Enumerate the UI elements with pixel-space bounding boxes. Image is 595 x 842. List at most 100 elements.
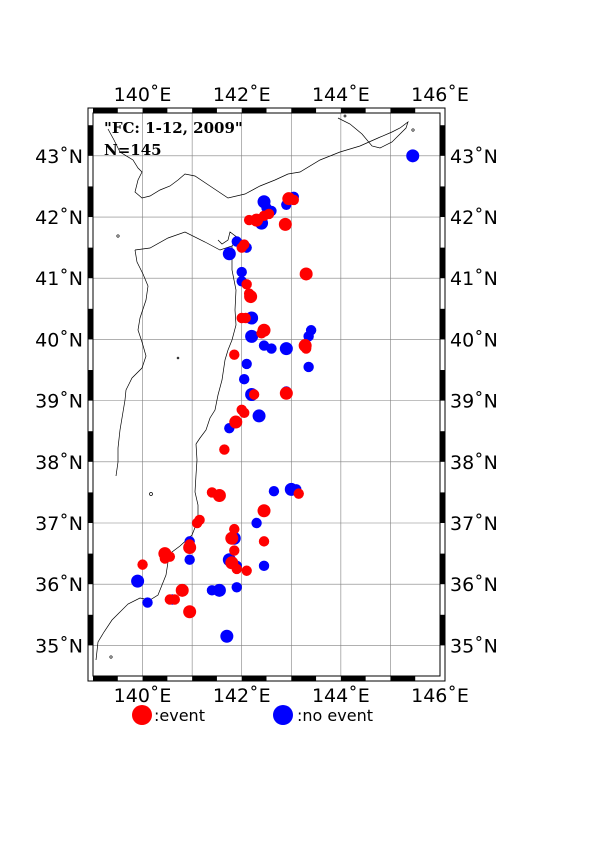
frame-band [340,676,366,681]
legend-no-event-marker [273,705,293,725]
event-point [212,488,226,502]
frame-band [440,614,445,646]
event-point [229,523,240,535]
northern-honshu-coast [134,231,239,445]
event-point [191,517,203,529]
frame-band [291,108,317,113]
frame-band [440,553,445,585]
event-point [183,605,197,619]
hokkaido-coast [107,117,409,199]
lat-tick-label-right: 37˚N [450,513,498,535]
event-point [184,539,195,550]
coastline [95,114,415,661]
lat-tick-label-right: 39˚N [450,391,498,413]
lat-tick-label-right: 41˚N [450,268,498,290]
sample-count: N=145 [104,141,162,159]
event-point [241,279,252,290]
event-point [298,339,312,353]
no-event-point [220,629,234,643]
map-title: "FC: 1-12, 2009" [104,119,243,137]
frame-band [142,108,168,113]
event-point [238,407,250,419]
frame-outer [87,107,446,682]
no-event-point [406,149,420,163]
plotted-points [131,149,420,643]
frame-band [88,125,93,156]
frame-band [440,247,445,279]
frame-band [88,186,93,218]
frame-band [440,370,445,401]
event-point [164,594,176,605]
island-tobishima [176,356,180,360]
no-event-point [279,342,293,356]
event-point [257,504,271,518]
lon-tick-label-bottom: 144˚E [312,685,370,707]
legend-event-marker [132,705,152,725]
event-point [258,536,270,547]
event-point [175,583,189,597]
lat-tick-label-right: 38˚N [450,452,498,474]
event-point [164,551,176,562]
lat-tick-label-right: 35˚N [450,635,498,657]
frame-band [192,108,217,113]
tick-labels: 140˚E 140˚E 142˚E 142˚E 144˚E 144˚E 146˚E 146˚E… [35,84,498,707]
frame-band [440,431,445,462]
lat-tick-label-right: 36˚N [450,574,498,596]
frame-band [88,370,93,401]
lon-tick-label-top: 142˚E [213,84,271,106]
event-point [229,415,243,429]
frame-band [88,308,93,340]
lon-tick-label-top: 144˚E [312,84,370,106]
no-event-point [241,358,252,370]
no-event-point [142,597,153,608]
frame-band [88,492,93,524]
frame-band [291,676,317,681]
frame-band [241,108,267,113]
no-event-point [258,560,270,572]
no-event-point [266,343,277,354]
event-point [229,349,240,360]
no-event-point [303,331,314,342]
frame-band [340,108,366,113]
island-rebun [343,114,347,118]
lat-tick-label-right: 43˚N [450,146,498,168]
frame-band [142,676,168,681]
frame-band [241,676,267,681]
lat-tick-label-left: 42˚N [35,207,83,229]
event-point [288,194,299,206]
event-point [229,545,240,556]
event-point [263,208,275,220]
legend-event-label: :event [154,706,205,725]
lat-tick-label-left: 37˚N [35,513,83,535]
event-point [238,239,250,250]
event-point [293,488,304,499]
no-event-point [231,582,242,593]
event-point [137,559,148,570]
event-point [240,312,251,324]
kanto-coast [95,443,199,661]
no-event-point [245,329,259,343]
legend-no-event-label: :no event [297,706,373,725]
map-frame [87,107,446,682]
lon-tick-label-bottom: 146˚E [411,685,469,707]
lon-tick-label-top: 146˚E [411,84,469,106]
frame-band [440,186,445,218]
frame-band [390,676,416,681]
island-sado [149,492,153,496]
island-oshima [109,655,113,659]
frame-band [93,676,118,681]
event-point [244,290,258,304]
frame-band [88,247,93,279]
lat-tick-label-right: 42˚N [450,207,498,229]
no-event-point [222,247,236,261]
event-point [299,267,313,281]
event-point [241,565,252,576]
no-event-point [238,374,250,385]
event-point [219,444,230,455]
no-event-point [251,517,262,529]
lat-tick-label-right: 40˚N [450,329,498,351]
no-event-point [212,583,226,597]
lon-tick-label-bottom: 142˚E [213,685,271,707]
island-okushiri [116,234,120,238]
